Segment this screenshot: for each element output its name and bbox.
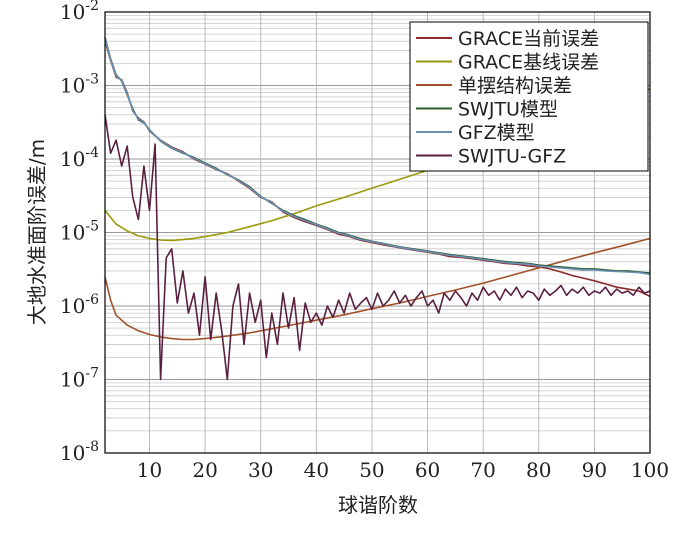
x-tick-label: 60 [415,458,440,482]
x-tick-label: 30 [248,458,273,482]
series-line-5 [105,38,650,276]
series-line-6 [105,114,650,381]
y-tick-label: 10-2 [60,0,99,24]
x-tick-label: 40 [304,458,329,482]
series-line-3 [105,237,650,341]
legend-box [409,21,649,172]
x-axis-title: 球谐阶数 [338,493,418,517]
y-axis-title: 大地水准面阶误差/m [25,139,49,325]
y-tick-label: 10-8 [60,439,99,465]
y-tick-label: 10-5 [60,219,99,245]
x-tick-label: 100 [631,458,669,482]
x-tick-label: 10 [137,458,162,482]
x-tick-label: 20 [192,458,217,482]
legend-label: SWJTU模型 [458,99,558,121]
x-tick-label: 80 [526,458,551,482]
y-tick-label: 10-7 [60,366,99,392]
y-tick-label: 10-6 [60,292,99,318]
x-tick-label: 50 [359,458,384,482]
x-tick-label: 90 [582,458,607,482]
legend-label: GFZ模型 [458,122,535,144]
legend-label: GRACE当前误差 [458,28,599,50]
legend-label: SWJTU-GFZ [458,146,566,168]
legend-label: GRACE基线误差 [458,52,599,74]
legend-label: 单摆结构误差 [458,75,572,97]
y-tick-label: 10-3 [60,72,99,98]
tick-labels: 10 20 30 40 50 60 70 80 90 100 10-8 10-7 10-6 10-5 10-… [60,0,669,482]
legend: GRACE当前误差GRACE基线误差单摆结构误差SWJTU模型GFZ模型SWJT… [409,21,649,172]
x-tick-label: 70 [470,458,495,482]
y-tick-label: 10-4 [60,145,99,171]
plot-frame [104,11,651,454]
